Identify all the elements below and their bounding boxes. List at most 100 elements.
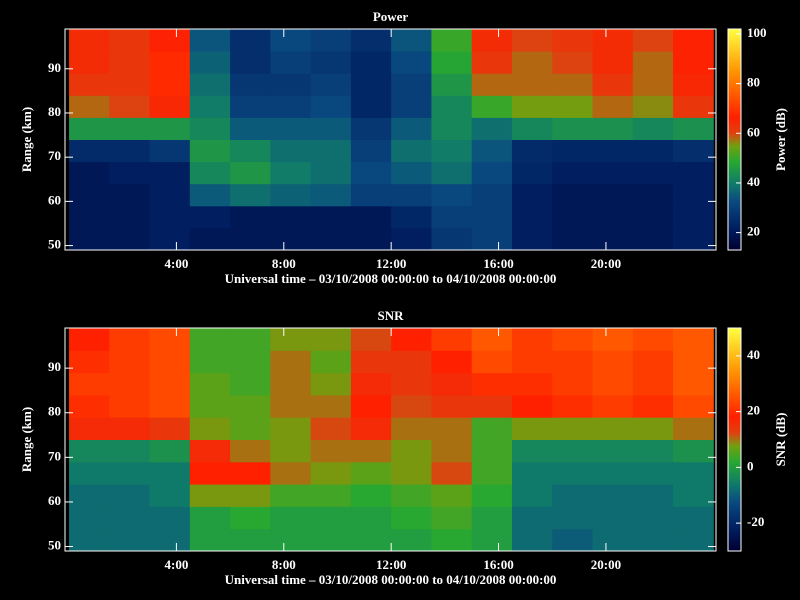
heatmap-cell — [391, 95, 432, 118]
heatmap-cell — [189, 328, 231, 351]
heatmap-cell — [391, 350, 432, 374]
colorbar-tick-label: -20 — [747, 514, 764, 529]
heatmap-cell — [230, 205, 271, 229]
x-tick-label: 20:00 — [591, 256, 621, 271]
heatmap-cell — [552, 95, 594, 118]
heatmap-cell — [270, 183, 312, 207]
heatmap-cell — [391, 506, 432, 530]
heatmap-cell — [431, 350, 473, 374]
heatmap-cell — [471, 484, 513, 507]
x-tick-label: 20:00 — [591, 557, 621, 572]
heatmap-cell — [109, 417, 151, 440]
heatmap-cell — [69, 73, 110, 96]
heatmap-cell — [431, 506, 473, 530]
heatmap-cell — [431, 161, 473, 185]
heatmap-cell — [632, 29, 674, 52]
heatmap-cell — [189, 117, 231, 140]
heatmap-cell — [69, 205, 110, 229]
heatmap-cell — [431, 484, 473, 507]
heatmap-cell — [632, 205, 674, 229]
heatmap-cell — [149, 95, 191, 118]
heatmap-cell — [149, 73, 191, 96]
heatmap-cell — [391, 29, 432, 52]
heatmap-cell — [230, 227, 271, 250]
heatmap-cell — [270, 73, 312, 96]
heatmap-cell — [511, 161, 553, 185]
heatmap-cell — [391, 372, 432, 396]
heatmap-cell — [431, 117, 473, 140]
heatmap-cell — [189, 506, 231, 530]
heatmap-cell — [632, 328, 674, 351]
heatmap-cell — [189, 417, 231, 440]
heatmap-cell — [391, 51, 432, 74]
heatmap-cell — [391, 205, 432, 229]
heatmap-cell — [431, 528, 473, 551]
x-tick-label: 16:00 — [483, 256, 513, 271]
heatmap-cell — [391, 328, 432, 351]
heatmap-cell — [592, 139, 634, 163]
heatmap-cell — [310, 29, 352, 52]
heatmap-cell — [471, 439, 513, 463]
heatmap-cell — [673, 461, 714, 485]
heatmap-cell — [69, 29, 110, 52]
heatmap-cell — [391, 461, 432, 485]
heatmap-cell — [552, 183, 594, 207]
heatmap-cell — [552, 394, 594, 418]
heatmap-cell — [230, 461, 271, 485]
y-tick-label: 80 — [48, 104, 61, 119]
heatmap-cell — [431, 95, 473, 118]
heatmap-cell — [109, 139, 151, 163]
colorbar-tick-label: 20 — [747, 403, 760, 418]
heatmap-cell — [552, 439, 594, 463]
heatmap-cell — [511, 95, 553, 118]
heatmap-cell — [592, 328, 634, 351]
heatmap-cell — [592, 439, 634, 463]
heatmap-cell — [310, 506, 352, 530]
heatmap-cell — [350, 528, 392, 551]
heatmap-cell — [632, 350, 674, 374]
heatmap-cell — [350, 161, 392, 185]
heatmap-cell — [431, 73, 473, 96]
heatmap-cell — [149, 139, 191, 163]
heatmap-cell — [673, 73, 714, 96]
heatmap-cell — [350, 461, 392, 485]
heatmap-cell — [471, 51, 513, 74]
heatmap-cell — [673, 372, 714, 396]
heatmap-cell — [69, 139, 110, 163]
heatmap-cell — [149, 29, 191, 52]
x-tick-label: 8:00 — [272, 256, 296, 271]
heatmap-cell — [350, 350, 392, 374]
heatmap-cell — [592, 161, 634, 185]
heatmap-cell — [511, 528, 553, 551]
heatmap-cell — [673, 417, 714, 440]
heatmap-cell — [310, 161, 352, 185]
heatmap-cell — [592, 51, 634, 74]
heatmap-cell — [270, 394, 312, 418]
heatmap-cell — [69, 484, 110, 507]
heatmap-cell — [230, 439, 271, 463]
heatmap-cell — [673, 183, 714, 207]
heatmap-cell — [69, 51, 110, 74]
heatmap-cell — [230, 417, 271, 440]
y-tick-label: 50 — [48, 538, 61, 553]
heatmap-cell — [350, 73, 392, 96]
heatmap-cell — [471, 29, 513, 52]
heatmap-cell — [230, 139, 271, 163]
heatmap-cell — [109, 227, 151, 250]
heatmap-cell — [632, 51, 674, 74]
panel-title: SNR — [377, 308, 404, 323]
heatmap-cell — [350, 484, 392, 507]
heatmap-cell — [632, 417, 674, 440]
heatmap-cell — [592, 461, 634, 485]
heatmap-cell — [511, 139, 553, 163]
x-tick-label: 4:00 — [164, 557, 188, 572]
heatmap-cell — [431, 29, 473, 52]
heatmap-cell — [471, 461, 513, 485]
heatmap-cell — [270, 484, 312, 507]
heatmap-cell — [149, 328, 191, 351]
y-tick-label: 60 — [48, 493, 61, 508]
heatmap-cell — [310, 73, 352, 96]
heatmap-cell — [310, 350, 352, 374]
heatmap-cell — [391, 439, 432, 463]
colorbar-tick-label: 80 — [747, 75, 760, 90]
